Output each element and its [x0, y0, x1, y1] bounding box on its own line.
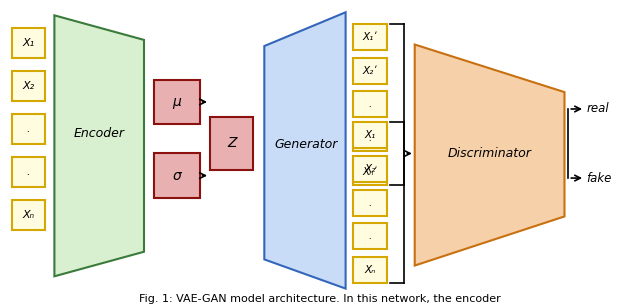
Text: .: . [26, 124, 30, 134]
Text: X₂: X₂ [364, 164, 376, 174]
Polygon shape [54, 15, 144, 276]
Bar [154, 80, 200, 124]
Bar [353, 156, 387, 182]
Bar [12, 200, 45, 230]
Bar [12, 157, 45, 187]
Bar [12, 71, 45, 101]
Bar [12, 114, 45, 144]
Text: .: . [368, 231, 372, 241]
Bar [353, 257, 387, 283]
Text: real: real [586, 103, 609, 115]
Bar [154, 154, 200, 198]
Polygon shape [264, 12, 346, 289]
Text: .: . [368, 99, 372, 109]
Bar [353, 189, 387, 216]
Text: .: . [368, 133, 372, 143]
Bar [12, 28, 45, 58]
Text: Xₙ: Xₙ [364, 265, 376, 275]
Text: X₁: X₁ [22, 38, 34, 48]
Text: Fig. 1: VAE-GAN model architecture. In this network, the encoder: Fig. 1: VAE-GAN model architecture. In t… [139, 294, 501, 304]
Text: X₂: X₂ [22, 81, 34, 91]
Bar [353, 122, 387, 148]
Bar [353, 159, 387, 185]
Text: Generator: Generator [274, 138, 338, 151]
Bar [353, 125, 387, 151]
Text: X₂ʹ: X₂ʹ [363, 66, 377, 76]
Text: .: . [368, 198, 372, 208]
Text: σ: σ [172, 169, 181, 183]
Bar [353, 24, 387, 50]
Text: Z: Z [227, 136, 236, 150]
Text: Xₙʹ: Xₙʹ [363, 167, 377, 177]
Bar [210, 117, 253, 170]
Polygon shape [415, 45, 564, 266]
Text: Discriminator: Discriminator [447, 147, 532, 160]
Text: Encoder: Encoder [74, 127, 125, 140]
Text: Xₙ: Xₙ [22, 210, 34, 220]
Text: X₁: X₁ [364, 130, 376, 140]
Text: fake: fake [586, 172, 612, 185]
Bar [353, 58, 387, 84]
Bar [353, 91, 387, 117]
Text: μ: μ [172, 95, 181, 109]
Text: X₁ʹ: X₁ʹ [363, 32, 377, 42]
Bar [353, 223, 387, 249]
Text: .: . [26, 167, 30, 177]
